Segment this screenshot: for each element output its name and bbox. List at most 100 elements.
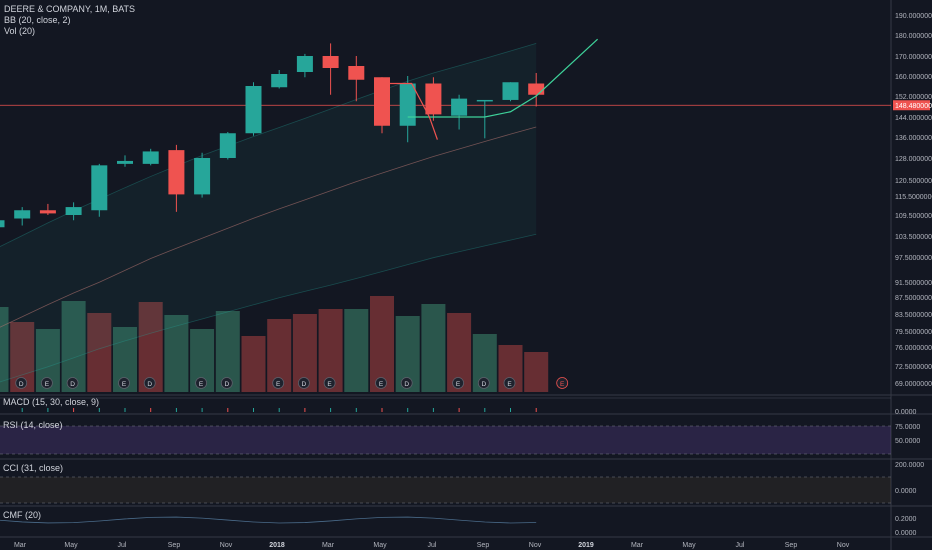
candle-body[interactable] <box>296 56 313 72</box>
earnings-marker[interactable] <box>323 377 336 389</box>
candle-body[interactable] <box>194 158 211 195</box>
rsi-axis-tick: 50.0000 <box>895 438 920 445</box>
bollinger-upper-line <box>0 43 537 247</box>
volume-bar <box>164 315 189 392</box>
candle-body[interactable] <box>451 98 468 116</box>
earnings-marker[interactable] <box>375 377 387 389</box>
projection-up-line <box>407 38 599 118</box>
price-axis-tick: 144.0000000 <box>895 115 932 122</box>
earnings-marker[interactable] <box>118 377 130 389</box>
earnings-marker[interactable] <box>503 377 516 389</box>
price-axis-tick: 83.5000000 <box>895 312 932 319</box>
candle-body[interactable] <box>168 150 185 195</box>
time-axis-label: Jul <box>118 542 127 549</box>
time-axis-label: May <box>64 542 78 549</box>
candle-body[interactable] <box>502 82 519 100</box>
time-axis-label: May <box>682 542 696 549</box>
volume-bar <box>524 352 549 392</box>
price-axis-tick: 160.0000000 <box>895 74 932 81</box>
candle-body[interactable] <box>528 83 545 95</box>
price-axis-tick: 190.0000000 <box>895 13 932 20</box>
cmf-axis-tick: 0.0000 <box>895 530 917 537</box>
earnings-marker[interactable] <box>272 377 285 389</box>
dividend-marker[interactable] <box>220 377 233 389</box>
candle-body[interactable] <box>476 99 493 102</box>
rsi-legend: RSI (14, close) <box>3 420 63 430</box>
time-axis-label: 2018 <box>269 542 285 549</box>
time-axis-label: Sep <box>785 542 798 549</box>
dividend-marker[interactable] <box>15 377 28 389</box>
cmf-axis-tick: 0.2000 <box>895 516 917 523</box>
volume-bar <box>138 302 163 392</box>
volume-bar <box>370 296 394 392</box>
cci-legend: CCI (31, close) <box>3 463 64 473</box>
candle-body[interactable] <box>271 74 288 88</box>
bollinger-lower-line <box>0 233 537 383</box>
event-marker-label: D <box>404 381 409 388</box>
candle-body[interactable] <box>219 133 236 158</box>
macd-legend: MACD (15, 30, close, 9) <box>3 397 100 407</box>
event-marker-label: D <box>302 381 307 388</box>
time-axis-label: Mar <box>322 542 335 549</box>
event-marker-label: E <box>199 381 204 388</box>
event-marker-label: E <box>122 381 127 388</box>
price-axis-tick: 76.0000000 <box>895 345 932 352</box>
cci-band <box>0 477 891 503</box>
candle-body[interactable] <box>91 165 108 211</box>
price-axis-tick: 120.5000000 <box>895 178 932 185</box>
event-marker-label: D <box>481 381 486 388</box>
event-marker-label: E <box>327 381 332 388</box>
price-axis-tick: 170.0000000 <box>895 54 932 61</box>
dividend-marker[interactable] <box>400 377 413 389</box>
candle-body[interactable] <box>142 151 159 164</box>
dividend-marker[interactable] <box>143 377 156 389</box>
dividend-marker[interactable] <box>477 377 490 389</box>
cmf-line <box>0 516 537 524</box>
time-axis-label: May <box>373 542 387 549</box>
time-axis-label: Nov <box>220 542 233 549</box>
time-axis-label: Jul <box>736 542 745 549</box>
time-axis-label: 2019 <box>578 542 594 549</box>
price-axis-tick: 87.5000000 <box>895 295 932 302</box>
candle-body[interactable] <box>322 56 339 68</box>
candle-body[interactable] <box>0 220 5 228</box>
event-marker-label: D <box>70 381 75 388</box>
earnings-marker[interactable] <box>195 377 208 389</box>
dividend-marker[interactable] <box>297 377 310 389</box>
cci-axis-tick: 0.0000 <box>895 488 917 495</box>
price-axis-tick: 136.0000000 <box>895 135 932 142</box>
candle-body[interactable] <box>14 210 31 219</box>
macd-axis-tick: 0.0000 <box>895 409 917 416</box>
event-marker-label: E <box>507 381 512 388</box>
time-axis-label: Sep <box>477 542 490 549</box>
candle-body[interactable] <box>39 210 56 214</box>
candle-body[interactable] <box>245 86 262 134</box>
candle-body[interactable] <box>399 83 416 126</box>
volume-bar <box>241 336 266 392</box>
candle-body[interactable] <box>374 77 390 126</box>
time-axis-label: Jul <box>428 542 437 549</box>
price-axis-tick: 79.5000000 <box>895 329 932 336</box>
volume-bar <box>61 301 86 392</box>
event-marker-label: E <box>379 381 384 388</box>
price-axis-tick: 72.5000000 <box>895 364 932 371</box>
rsi-axis-tick: 75.0000 <box>895 424 920 431</box>
candle-body[interactable] <box>65 207 82 215</box>
candle-body[interactable] <box>348 66 365 80</box>
price-axis-tick: 128.0000000 <box>895 156 932 163</box>
volume-bar <box>87 313 112 392</box>
event-marker-label: D <box>19 381 24 388</box>
earnings-marker[interactable] <box>41 377 53 389</box>
volume-bar <box>344 309 369 392</box>
bollinger-legend: BB (20, close, 2) <box>4 15 71 25</box>
volume-bar <box>421 304 446 392</box>
price-axis-tick: 152.0000000 <box>895 94 932 101</box>
earnings-marker[interactable] <box>452 377 465 389</box>
time-axis-label: Nov <box>837 542 850 549</box>
earnings-marker-future[interactable] <box>556 377 569 389</box>
price-axis-tick: 91.5000000 <box>895 280 932 287</box>
candle-body[interactable] <box>425 83 442 115</box>
dividend-marker[interactable] <box>66 377 79 389</box>
candle-body[interactable] <box>117 160 133 164</box>
